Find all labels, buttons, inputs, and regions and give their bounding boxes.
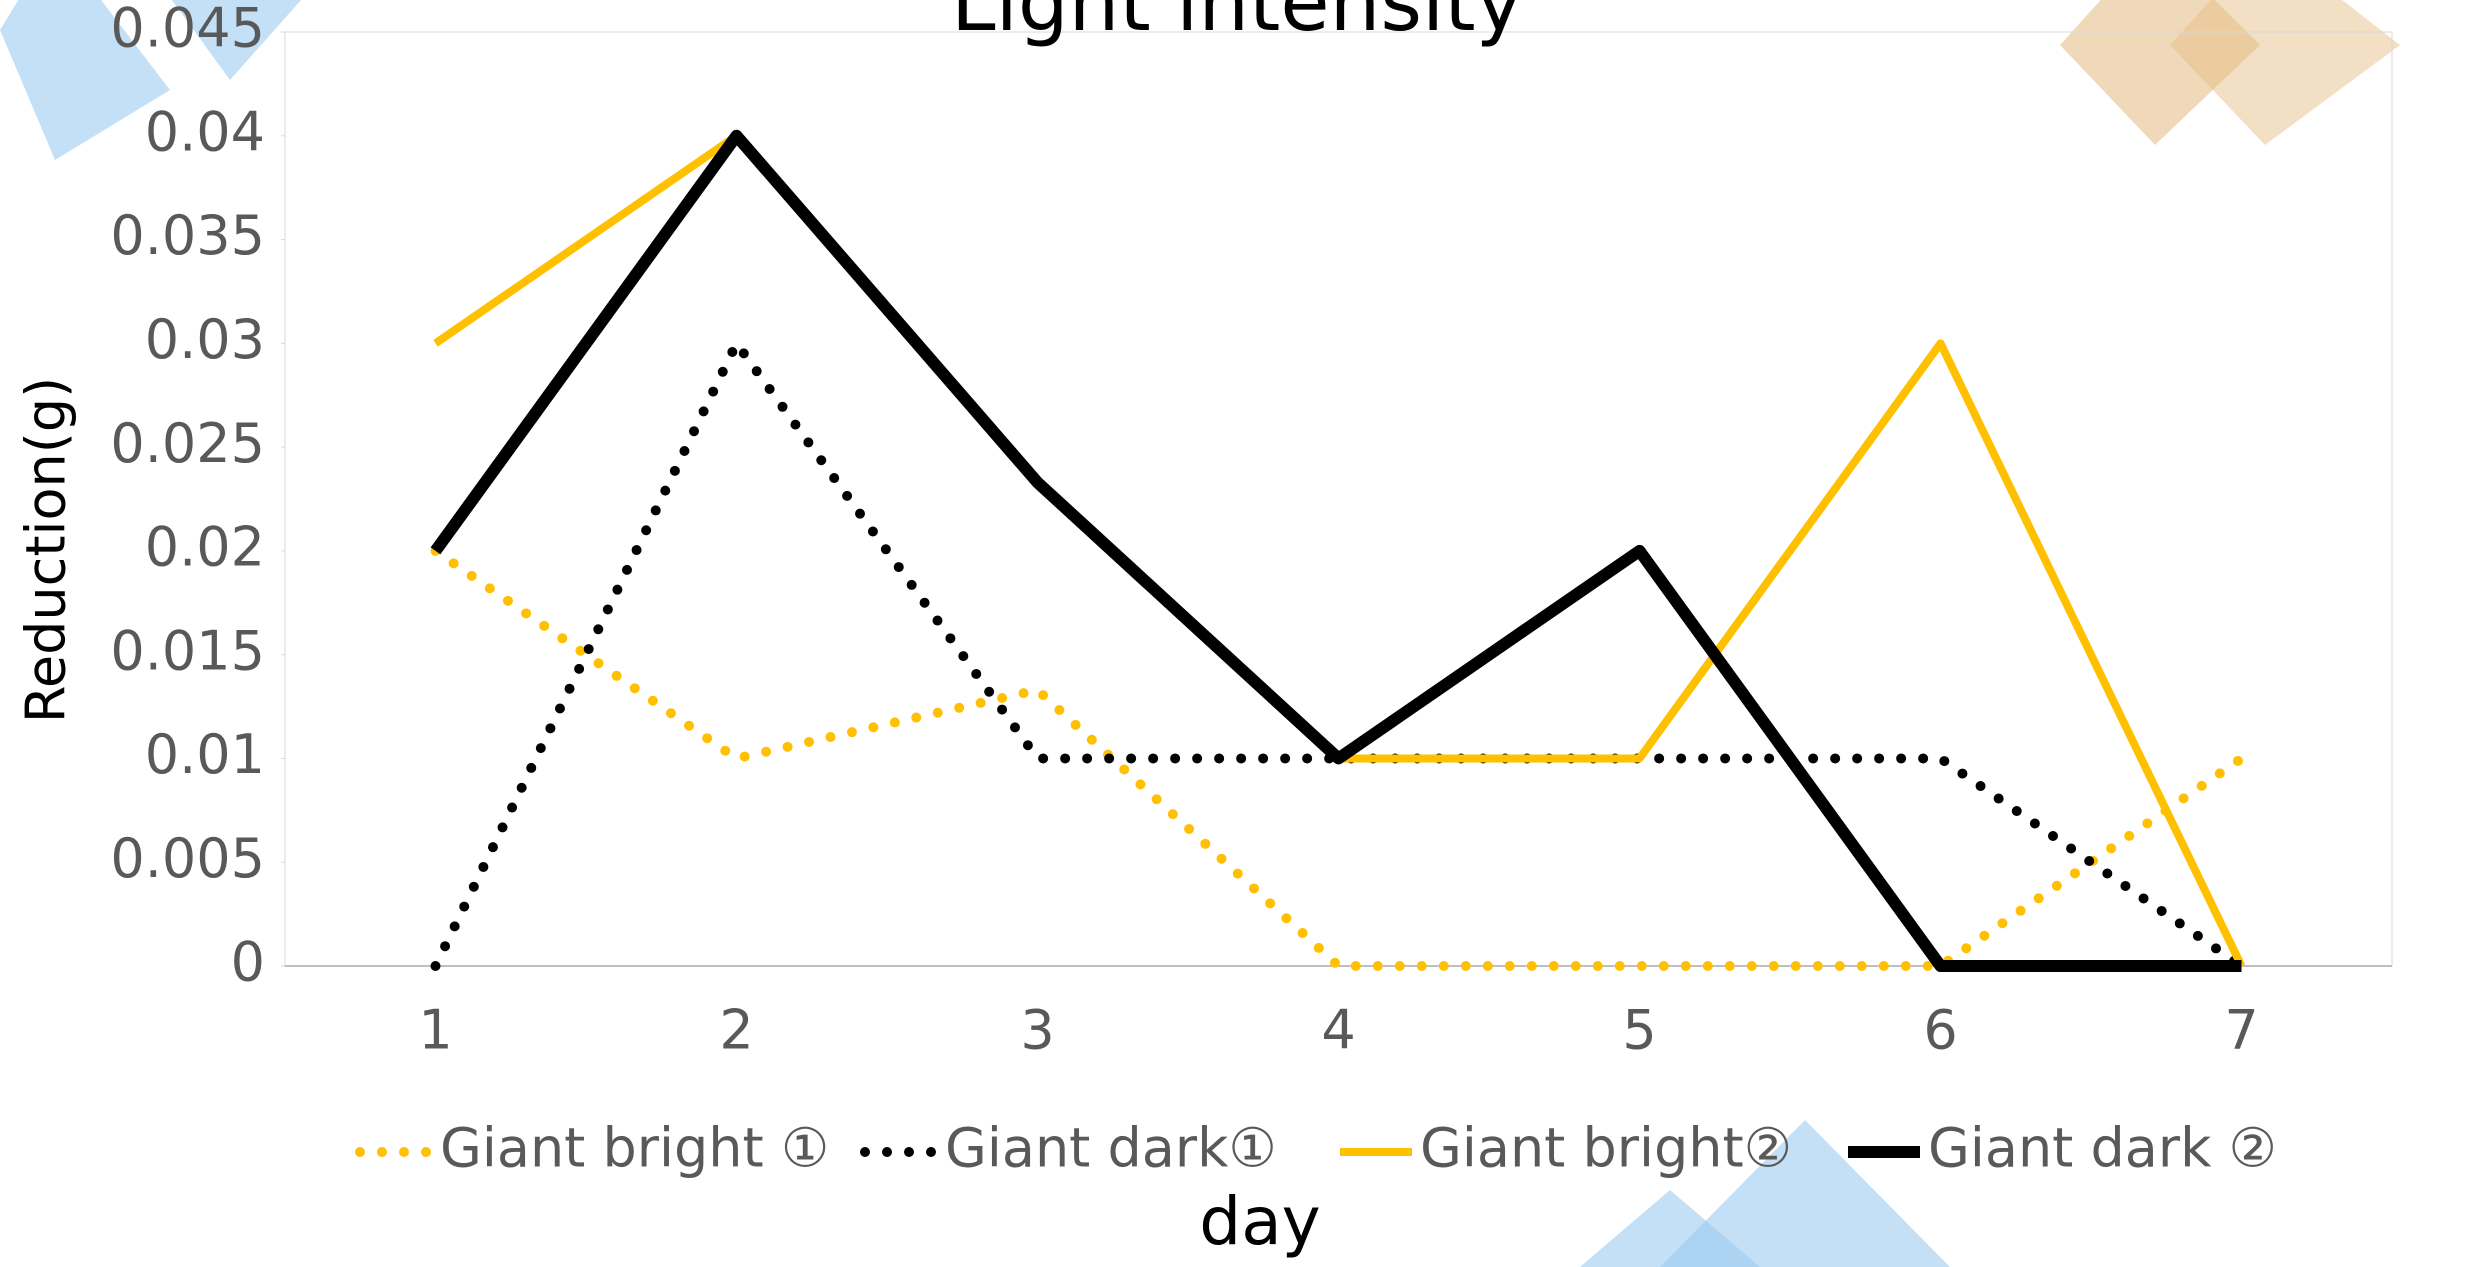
x-tick-label: 3 <box>1020 999 1054 1062</box>
x-tick-label: 7 <box>2224 999 2258 1062</box>
series-line <box>436 136 2242 966</box>
y-tick-label: 0.02 <box>145 516 265 579</box>
page: Light intensity day Reduction(g) 0 0.005 0… <box>0 0 2471 1267</box>
plot-area <box>285 32 2392 966</box>
y-axis-title: Reduction(g) <box>15 377 78 723</box>
chart: Light intensity day Reduction(g) 0 0.005 0… <box>0 0 2471 1267</box>
y-tick-label: 0.01 <box>145 723 265 786</box>
y-tick-label: 0.045 <box>110 0 265 60</box>
y-tick-label: 0.03 <box>145 308 265 371</box>
x-tick-label: 5 <box>1622 999 1656 1062</box>
legend-label: Giant dark ② <box>1928 1117 2277 1180</box>
x-tick-label: 1 <box>418 999 452 1062</box>
legend-label: Giant bright② <box>1420 1117 1792 1180</box>
x-tick-label: 6 <box>1923 999 1957 1062</box>
y-tick-label: 0.015 <box>110 619 265 682</box>
chart-title: Light intensity <box>951 0 1523 49</box>
x-tick-label: 4 <box>1321 999 1355 1062</box>
legend-label: Giant dark① <box>945 1117 1277 1180</box>
series-line <box>436 136 2242 966</box>
y-tick-label: 0.005 <box>110 827 265 890</box>
y-tick-label: 0 <box>231 931 265 994</box>
legend-label: Giant bright ① <box>440 1117 829 1180</box>
x-axis-title: day <box>1199 1183 1320 1260</box>
x-tick-label: 2 <box>719 999 753 1062</box>
y-tick-label: 0.035 <box>110 204 265 267</box>
y-tick-label: 0.04 <box>145 100 265 163</box>
series-line <box>436 343 2242 966</box>
y-tick-label: 0.025 <box>110 412 265 475</box>
